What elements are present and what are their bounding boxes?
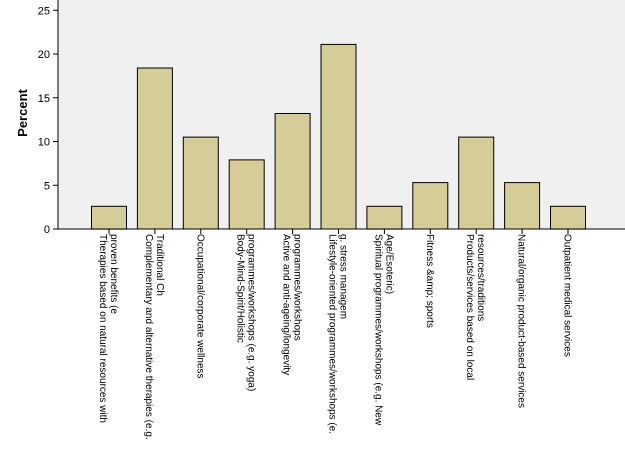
- x-tick-label: Complementary and alternative therapies …: [143, 234, 165, 440]
- bar: [412, 182, 449, 230]
- bar: [504, 182, 541, 230]
- x-tick-label-line: Spiritual programmes/workshops (e.g. New: [372, 234, 383, 426]
- bar: [228, 159, 265, 230]
- bar: [91, 205, 127, 230]
- x-tick-label-line: Lifestyle-oriented programmes/workshops …: [327, 234, 338, 434]
- x-tick-label-line: programmes/workshops (e.g. yoga): [246, 234, 257, 391]
- x-tick-label: Active and anti-ageing/longevityprogramm…: [281, 234, 303, 375]
- x-tick-label-line: Natural/organic product-based services: [516, 234, 527, 408]
- y-tick-label: 20: [38, 49, 50, 61]
- x-tick-label: Therapies based on natural resources wit…: [97, 234, 119, 423]
- y-axis-label: Percent: [15, 88, 30, 136]
- y-tick-label: 5: [44, 180, 50, 192]
- x-tick-label: Occupational/corporate wellness: [194, 234, 205, 379]
- y-tick-label: 10: [38, 137, 50, 149]
- x-tick-label: Natural/organic product-based services: [516, 234, 527, 408]
- x-tick-label-line: Therapies based on natural resources wit…: [97, 234, 108, 423]
- y-tick-label: 0: [44, 224, 50, 236]
- y-axis: 0 5 10 15 20 25: [38, 0, 59, 236]
- x-tick-label-line: Traditional Ch: [154, 234, 165, 296]
- x-tick-label-line: Age/Esoteric): [383, 234, 394, 294]
- x-tick-label-line: g. stress managem: [338, 234, 349, 319]
- x-tick-label-line: Products/services based on local: [464, 234, 475, 380]
- x-tick-label-line: Complementary and alternative therapies …: [143, 234, 154, 440]
- x-tick-label-line: resources/traditions: [475, 234, 486, 321]
- x-tick-label-line: proven benefits (e: [108, 234, 119, 314]
- x-tick-label: Lifestyle-oriented programmes/workshops …: [327, 234, 349, 434]
- bar: [274, 113, 311, 230]
- x-tick-label: Spiritual programmes/workshops (e.g. New…: [372, 234, 394, 426]
- bar: [366, 205, 403, 230]
- bar: [550, 205, 586, 230]
- x-axis: Therapies based on natural resources wit…: [58, 228, 625, 440]
- x-tick-label: Products/services based on localresource…: [464, 234, 486, 380]
- bars: [91, 43, 586, 230]
- x-tick-label-line: Active and anti-ageing/longevity: [281, 234, 292, 375]
- bar: [320, 43, 357, 230]
- x-tick-label-line: Fitness &amp; sports: [424, 234, 435, 328]
- x-tick-label-line: Occupational/corporate wellness: [194, 234, 205, 379]
- bar: [458, 136, 495, 230]
- x-tick-label-line: programmes/workshops: [292, 234, 303, 341]
- x-tick-label: Body-Mind-Spirit/Holisticprogrammes/work…: [235, 234, 257, 391]
- bar: [182, 136, 219, 230]
- bar: [136, 67, 173, 230]
- x-tick-label-line: Outpatient medical services: [562, 234, 573, 357]
- y-tick-label: 15: [38, 93, 50, 105]
- x-tick-label: Fitness &amp; sports: [424, 234, 435, 328]
- x-tick-label: Outpatient medical services: [562, 234, 573, 357]
- y-tick-label: 25: [38, 5, 50, 17]
- x-tick-label-line: Body-Mind-Spirit/Holistic: [235, 234, 246, 343]
